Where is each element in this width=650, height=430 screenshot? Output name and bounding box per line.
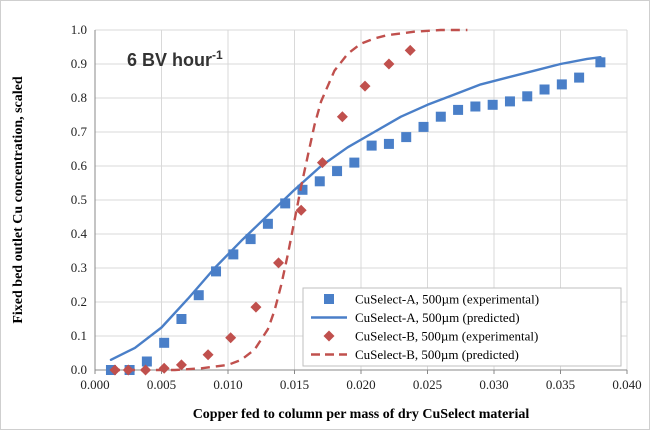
- series-1: [105, 57, 606, 375]
- series-4: [110, 28, 468, 372]
- x-tick-label: 0.000: [80, 377, 109, 392]
- legend-box: [302, 287, 622, 367]
- legend-label: CuSelect-A, 500µm (experimental): [355, 292, 539, 307]
- data-point: [280, 198, 291, 209]
- y-tick-label: 0.4: [71, 226, 88, 241]
- x-tick-label: 0.025: [413, 377, 442, 392]
- data-point: [141, 356, 152, 367]
- data-point: [404, 44, 416, 56]
- series: [105, 28, 606, 376]
- data-point: [314, 176, 325, 187]
- data-point: [225, 332, 237, 344]
- data-point: [250, 301, 262, 313]
- y-tick-label: 1.0: [71, 22, 87, 37]
- data-point: [359, 80, 371, 92]
- legend-entry: CuSelect-B, 500µm (experimental): [323, 329, 538, 344]
- data-point: [453, 104, 464, 115]
- series-line: [110, 28, 468, 372]
- data-point: [295, 204, 307, 216]
- legend-label: CuSelect-B, 500µm (predicted): [355, 347, 519, 362]
- data-point: [383, 138, 394, 149]
- legend-marker: [323, 330, 335, 342]
- legend-label: CuSelect-A, 500µm (predicted): [355, 310, 520, 325]
- data-point: [193, 290, 204, 301]
- data-point: [470, 101, 481, 112]
- data-point: [539, 84, 550, 95]
- data-point: [595, 57, 606, 68]
- y-tick-label: 0.9: [71, 56, 87, 71]
- data-point: [175, 359, 187, 371]
- x-axis-title: Copper fed to column per mass of dry CuS…: [193, 407, 530, 422]
- x-tick-label: 0.030: [479, 377, 508, 392]
- data-point: [202, 349, 214, 361]
- data-point: [336, 111, 348, 123]
- x-tick-label: 0.040: [612, 377, 641, 392]
- legend-entry: CuSelect-A, 500µm (experimental): [324, 292, 539, 307]
- data-point: [366, 140, 377, 151]
- annotation-text: 6 BV hour: [127, 50, 212, 70]
- y-tick-label: 0.6: [71, 158, 88, 173]
- data-point: [211, 266, 222, 277]
- legend-entry: CuSelect-B, 500µm (predicted): [311, 347, 519, 362]
- x-tick-label: 0.015: [280, 377, 309, 392]
- data-point: [522, 91, 533, 102]
- y-tick-label: 0.5: [71, 192, 87, 207]
- x-tick-label: 0.035: [546, 377, 575, 392]
- series-2: [109, 56, 602, 361]
- series-line: [109, 56, 602, 361]
- data-point: [435, 111, 446, 122]
- legend: CuSelect-A, 500µm (experimental) CuSelect…: [302, 287, 622, 367]
- y-tick-label: 0.8: [71, 90, 87, 105]
- annotation-label: 6 BV hour-1: [127, 48, 223, 70]
- y-tick-label: 0.2: [71, 294, 87, 309]
- data-point: [316, 157, 328, 169]
- data-point: [297, 184, 308, 195]
- data-point: [504, 96, 515, 107]
- y-tick-label: 0.0: [71, 362, 87, 377]
- legend-marker: [324, 294, 334, 304]
- data-point: [228, 249, 239, 260]
- axes: 0.0 0.1 0.2 0.3 0.4 0.5 0.6 0.7 0.8 0.9 1.0 0.000 0.…: [71, 22, 642, 392]
- y-axis-title: Fixed bed outlet Cu concentration, scale…: [11, 76, 26, 324]
- x-tick-label: 0.005: [147, 377, 176, 392]
- x-tick-label: 0.010: [213, 377, 242, 392]
- data-point: [383, 58, 395, 70]
- data-point: [401, 132, 412, 143]
- data-point: [159, 337, 170, 348]
- data-point: [332, 166, 343, 177]
- data-point: [418, 121, 429, 132]
- data-point: [176, 314, 187, 324]
- data-point: [574, 72, 585, 83]
- y-tick-label: 0.1: [71, 328, 87, 343]
- y-tick-label: 0.3: [71, 260, 87, 275]
- data-point: [245, 234, 256, 245]
- annotation-superscript: -1: [212, 48, 223, 62]
- data-point: [273, 257, 285, 269]
- legend-entry: CuSelect-A, 500µm (predicted): [311, 310, 520, 325]
- data-point: [349, 157, 360, 168]
- x-tick-label: 0.020: [346, 377, 375, 392]
- legend-label: CuSelect-B, 500µm (experimental): [355, 329, 538, 344]
- data-point: [262, 218, 273, 229]
- y-tick-label: 0.7: [71, 124, 88, 139]
- data-point: [487, 99, 498, 110]
- data-point: [556, 79, 567, 90]
